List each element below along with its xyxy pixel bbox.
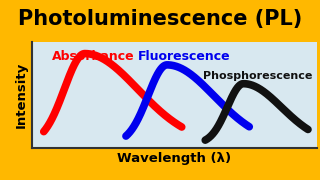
Text: Photoluminescence (PL): Photoluminescence (PL) bbox=[18, 9, 302, 29]
X-axis label: Wavelength (λ): Wavelength (λ) bbox=[117, 152, 231, 165]
Text: Absorbance: Absorbance bbox=[52, 50, 135, 63]
Y-axis label: Intensity: Intensity bbox=[15, 62, 28, 128]
Text: Fluorescence: Fluorescence bbox=[137, 50, 230, 63]
Text: Phosphorescence: Phosphorescence bbox=[203, 71, 312, 81]
